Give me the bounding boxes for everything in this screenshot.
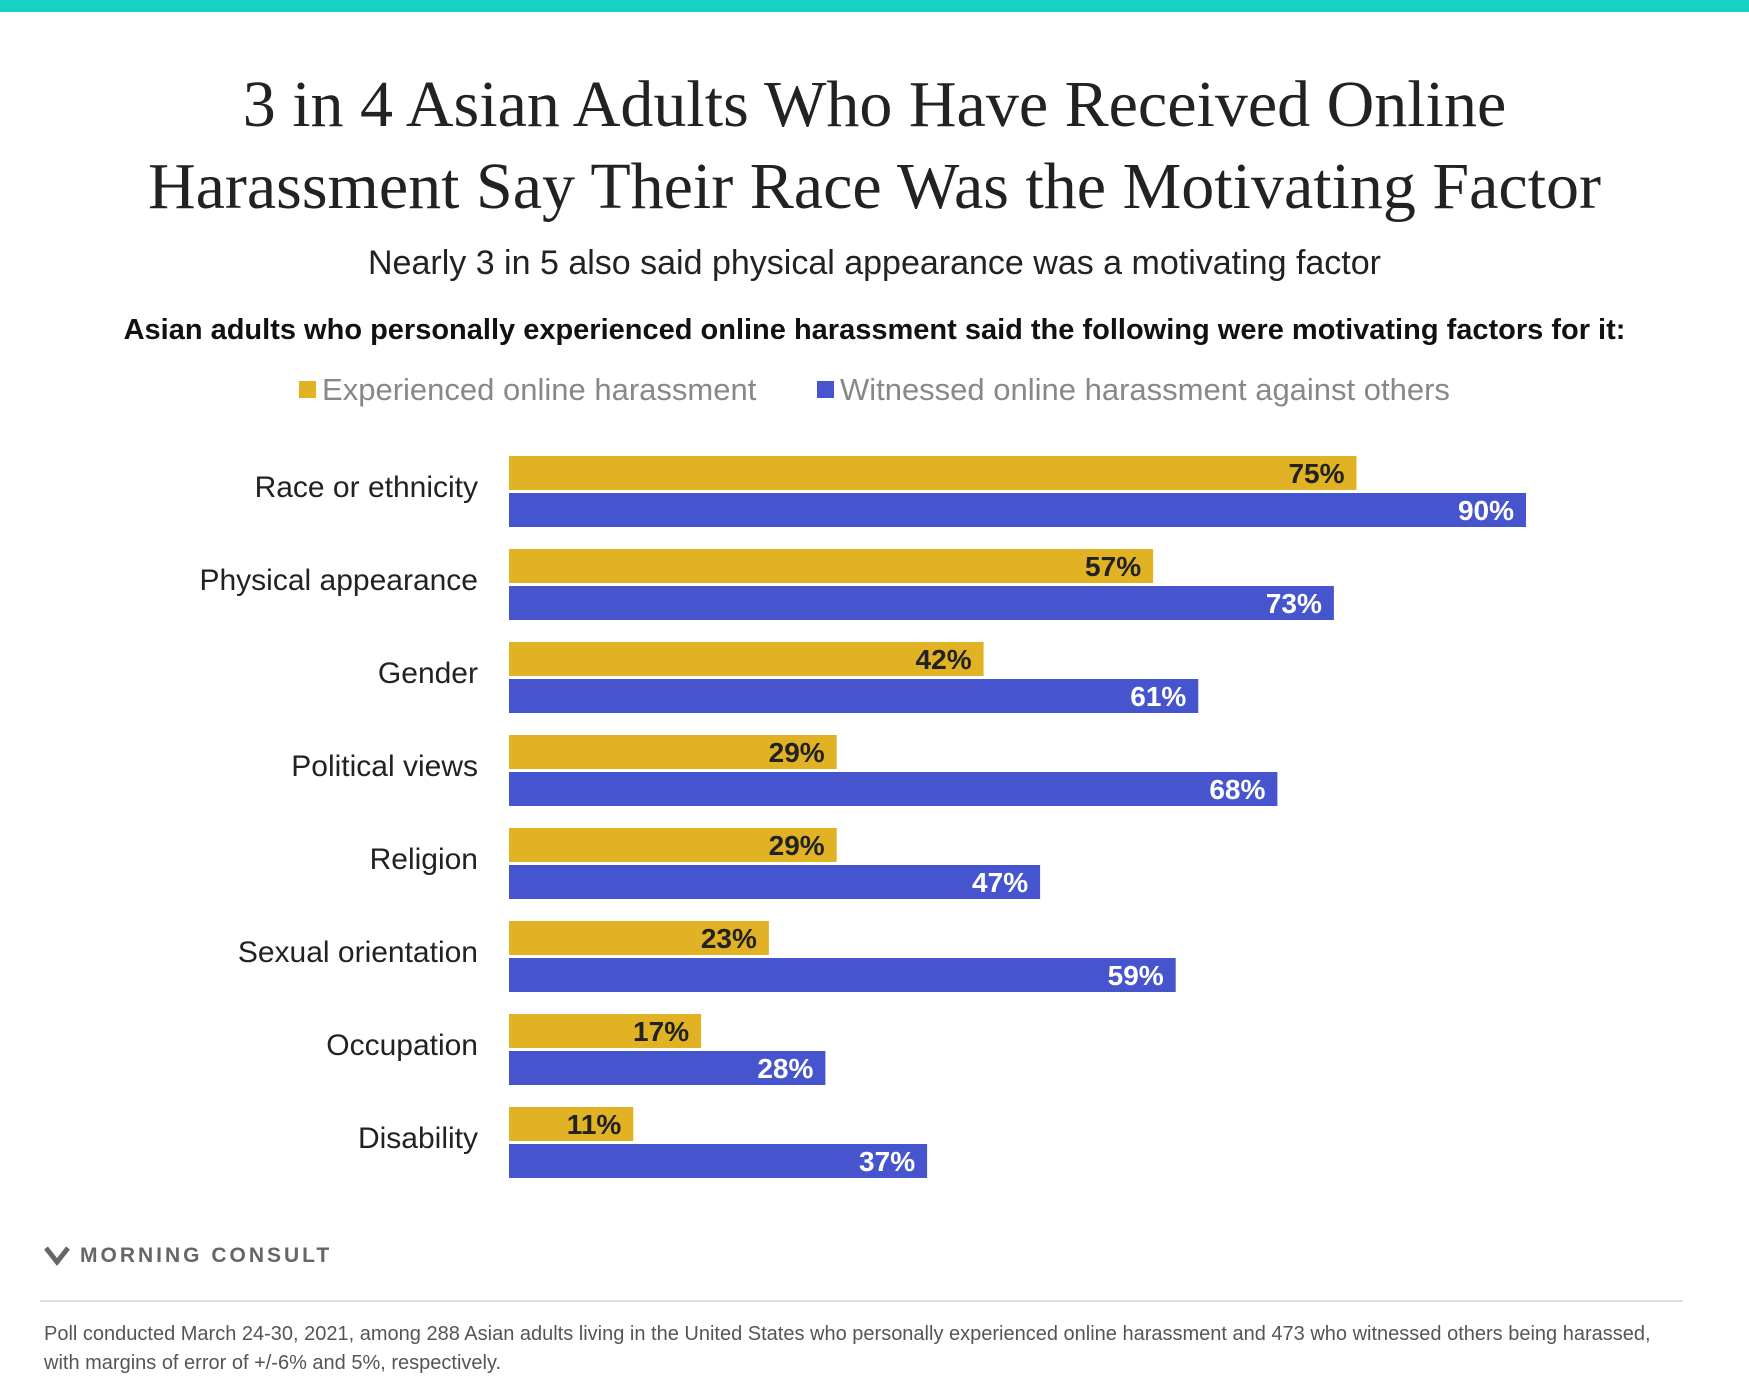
data-label-experienced: 17%	[633, 1016, 689, 1047]
legend-label-experienced: Experienced online harassment	[322, 372, 757, 407]
category-label: Disability	[358, 1122, 478, 1155]
category-label: Race or ethnicity	[255, 471, 478, 504]
category-label: Occupation	[326, 1029, 478, 1062]
category-label: Sexual orientation	[238, 936, 478, 969]
category-label: Political views	[291, 750, 478, 783]
data-label-experienced: 11%	[567, 1109, 622, 1140]
methodology-footnote: Poll conducted March 24-30, 2021, among …	[44, 1323, 1651, 1374]
bar-group: Gender 42% 61%	[378, 642, 1199, 713]
bar-experienced	[509, 921, 769, 955]
bar-group: Disability 11% 37%	[358, 1107, 928, 1178]
brand-name: MORNING CONSULT	[80, 1244, 333, 1267]
footer-divider	[40, 1300, 1683, 1302]
bar-group: Physical appearance 57% 73%	[199, 549, 1334, 620]
survey-question: Asian adults who personally experienced …	[123, 314, 1626, 346]
bar-chart: Race or ethnicity 75% 90% Physical appearan…	[199, 456, 1526, 1178]
data-label-experienced: 29%	[769, 737, 825, 768]
bar-experienced	[509, 1014, 702, 1048]
bar-witnessed	[509, 493, 1526, 527]
legend-label-witnessed: Witnessed online harassment against othe…	[839, 372, 1450, 407]
category-label: Religion	[370, 843, 478, 876]
bar-group: Race or ethnicity 75% 90%	[255, 456, 1526, 527]
legend-item-experienced: Experienced online harassment	[299, 372, 756, 408]
bar-group: Occupation 17% 28%	[326, 1014, 826, 1085]
data-label-experienced: 29%	[769, 830, 825, 861]
data-label-witnessed: 59%	[1108, 960, 1164, 991]
legend-swatch-experienced	[299, 381, 317, 398]
data-label-experienced: 23%	[701, 923, 757, 954]
bar-group: Sexual orientation 23% 59%	[238, 921, 1176, 992]
bar-experienced	[509, 456, 1357, 490]
data-label-witnessed: 68%	[1209, 774, 1265, 805]
data-label-witnessed: 28%	[757, 1053, 813, 1084]
bar-witnessed	[509, 865, 1041, 899]
category-label: Physical appearance	[199, 564, 478, 597]
bar-witnessed	[509, 1051, 826, 1085]
bar-witnessed	[509, 1144, 928, 1178]
legend-item-witnessed: Witnessed online harassment against othe…	[816, 372, 1450, 408]
bar-witnessed	[509, 958, 1176, 992]
bar-group: Political views 29% 68%	[291, 735, 1278, 806]
bar-witnessed	[509, 772, 1278, 806]
data-label-experienced: 42%	[916, 644, 972, 675]
bar-experienced	[509, 828, 837, 862]
category-label: Gender	[378, 657, 478, 690]
bar-experienced	[509, 1107, 634, 1141]
chart-title-line-2: Harassment Say Their Race Was the Motiva…	[147, 150, 1602, 223]
chart-subtitle: Nearly 3 in 5 also said physical appeara…	[368, 244, 1381, 282]
top-accent-stripe	[0, 0, 1749, 12]
bar-group: Religion 29% 47%	[370, 828, 1041, 899]
bar-witnessed	[509, 679, 1199, 713]
bar-experienced	[509, 549, 1154, 583]
bar-experienced	[509, 735, 837, 769]
chart-title-line-1: 3 in 4 Asian Adults Who Have Received On…	[242, 68, 1507, 141]
data-label-experienced: 57%	[1085, 551, 1141, 582]
data-label-witnessed: 61%	[1130, 681, 1186, 712]
chart-title: 3 in 4 Asian Adults Who Have Received On…	[0, 64, 1749, 228]
legend: Experienced online harassment Witnessed …	[0, 372, 1749, 408]
data-label-experienced: 75%	[1288, 458, 1344, 489]
bar-witnessed	[509, 586, 1334, 620]
bar-experienced	[509, 642, 984, 676]
data-label-witnessed: 47%	[972, 867, 1028, 898]
data-label-witnessed: 90%	[1458, 495, 1514, 526]
legend-swatch-witnessed	[816, 381, 834, 398]
morning-consult-logo-icon	[44, 1246, 70, 1267]
data-label-witnessed: 73%	[1266, 588, 1322, 619]
data-label-witnessed: 37%	[859, 1146, 915, 1177]
